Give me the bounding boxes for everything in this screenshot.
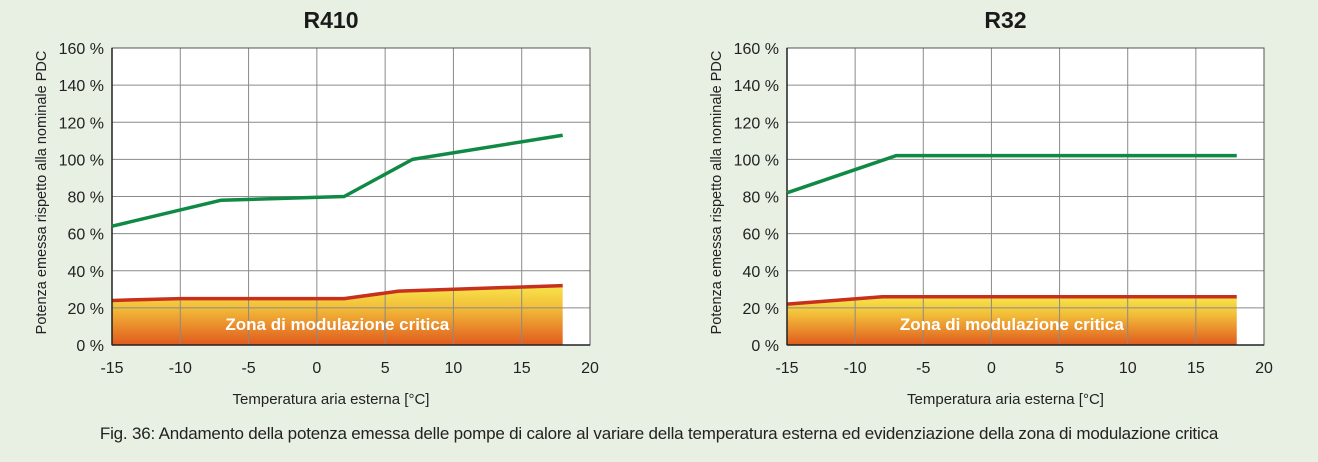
r410-power-curve	[111, 133, 563, 228]
r32-y-tick-label: 80 %	[743, 190, 779, 207]
r410-x-tick-label: -5	[241, 360, 255, 377]
[object SVGGElement]: Zona di modulazione critica	[225, 315, 449, 334]
r32-y-tick-label: 120 %	[734, 115, 779, 132]
r32-x-axis-label: Temperatura aria esterna [°C]	[907, 391, 1104, 408]
r32-y-tick-label: 20 %	[743, 301, 779, 318]
r410-x-tick-label: 5	[381, 360, 390, 377]
r32-chart-title: R32	[984, 7, 1026, 33]
r410-x-tick-label: 0	[312, 360, 321, 377]
r32-x-tick-label: -15	[775, 360, 798, 377]
r32-y-axis-label: Potenza emessa rispetto alla nominale PD…	[709, 51, 725, 335]
r32-y-tick-label: 60 %	[743, 227, 779, 244]
r410-y-axis-label: Potenza emessa rispetto alla nominale PD…	[34, 51, 50, 335]
r410-critical-zone-area	[112, 285, 563, 345]
r410-x-tick-label: 15	[513, 360, 531, 377]
r32-x-tick-label: 10	[1119, 360, 1137, 377]
figure-caption: Fig. 36: Andamento della potenza emessa …	[99, 424, 1219, 443]
r410-y-tick-label: 60 %	[68, 227, 104, 244]
r410-chart-title: R410	[304, 7, 359, 33]
r410-y-tick-label: 40 %	[68, 264, 104, 281]
r410-y-tick-label: 80 %	[68, 190, 104, 207]
r32-x-tick-label: 15	[1187, 360, 1205, 377]
r410-critical-zone-border	[111, 283, 563, 303]
r410-x-tick-label: 10	[445, 360, 463, 377]
r410-y-tick-label: 100 %	[59, 152, 104, 169]
r32-x-tick-label: 20	[1255, 360, 1273, 377]
r410-y-tick-label: 140 %	[59, 78, 104, 95]
chart-r410: Zona di modulazione critica 0 % 20 % 40 % 60…	[34, 7, 599, 408]
r32-x-tick-label: 0	[987, 360, 996, 377]
r32-y-tick-label: 0 %	[751, 338, 779, 355]
r32-x-tick-label: -5	[916, 360, 930, 377]
r410-y-tick-label: 20 %	[68, 301, 104, 318]
r32-critical-zone-area	[787, 296, 1237, 345]
r410-x-axis-label: Temperatura aria esterna [°C]	[233, 391, 430, 408]
r410-x-tick-label: -15	[100, 360, 123, 377]
r32-y-tick-label: 160 %	[734, 41, 779, 58]
r410-y-tick-label: 0 %	[76, 338, 104, 355]
[object SVGGElement]: Zona di modulazione critica	[900, 315, 1124, 334]
r410-x-tick-label: 20	[581, 360, 599, 377]
r32-y-tick-label: 140 %	[734, 78, 779, 95]
r32-power-curve	[786, 153, 1237, 195]
r32-x-tick-label: -10	[844, 360, 867, 377]
r32-critical-zone-border	[786, 294, 1237, 306]
r32-y-tick-label: 40 %	[743, 264, 779, 281]
r410-y-tick-label: 120 %	[59, 115, 104, 132]
r410-y-tick-label: 160 %	[59, 41, 104, 58]
r410-x-tick-label: -10	[169, 360, 192, 377]
chart-r32: Zona di modulazione critica 0 % 20 % 40 % 60…	[709, 7, 1273, 408]
r32-x-tick-label: 5	[1055, 360, 1064, 377]
r32-y-tick-label: 100 %	[734, 152, 779, 169]
